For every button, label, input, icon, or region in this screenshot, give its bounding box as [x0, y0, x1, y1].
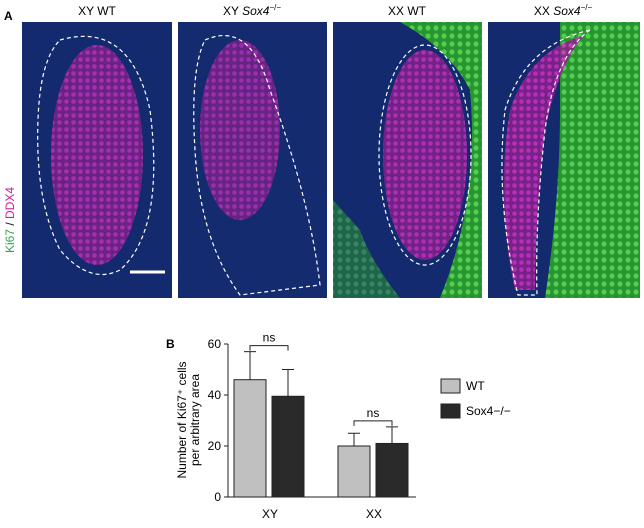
column-title: XX WT [388, 4, 427, 18]
bar [337, 445, 371, 498]
title-prefix: XY [223, 4, 242, 18]
bar [271, 395, 305, 498]
significance-bracket [353, 420, 393, 426]
y-tick-label: 60 [208, 337, 222, 351]
bar [233, 379, 267, 498]
y-label-line: Number of Ki67⁺ cells [175, 361, 189, 478]
bar-chart: 0 20 40 60 Number of Ki67⁺ cellsper arbitrar… [175, 331, 511, 521]
title-sup: −/− [581, 3, 593, 12]
legend-swatch [440, 378, 461, 394]
panel-label: B [166, 337, 175, 351]
legend-swatch [440, 403, 461, 419]
panel-label: A [4, 9, 13, 23]
micrograph [178, 22, 327, 298]
x-tick-label: XY [262, 507, 278, 521]
y-tick-label: 40 [208, 388, 222, 402]
micrograph [333, 22, 482, 298]
column-title: XY Sox4−/− [223, 3, 281, 18]
stain-sep: / [3, 219, 17, 229]
bar [375, 442, 409, 498]
significance-bracket [249, 345, 289, 351]
column-title: XX Sox4−/− [534, 3, 593, 18]
legend-label: WT [466, 379, 485, 393]
y-label-line: per arbitrary area [188, 374, 202, 466]
x-tick-label: XX [366, 507, 382, 521]
y-tick-label: 0 [214, 490, 221, 504]
title-sup: −/− [269, 3, 281, 12]
legend-label: Sox4−/− [466, 404, 511, 418]
micrograph [488, 22, 640, 298]
significance-label: ns [367, 406, 380, 420]
stain-ddx4: DDX4 [3, 187, 17, 219]
title-gene: Sox4 [242, 4, 270, 18]
y-tick-label: 20 [208, 439, 222, 453]
column-title: XY WT [78, 4, 116, 18]
y-axis-label: Number of Ki67⁺ cellsper arbitrary area [175, 361, 202, 478]
stain-ki67: Ki67 [3, 229, 17, 253]
title-gene: Sox4 [553, 4, 581, 18]
significance-label: ns [263, 331, 276, 345]
micrograph [22, 22, 172, 298]
title-prefix: XX [534, 4, 553, 18]
stain-label: Ki67 / DDX4 [3, 187, 17, 253]
